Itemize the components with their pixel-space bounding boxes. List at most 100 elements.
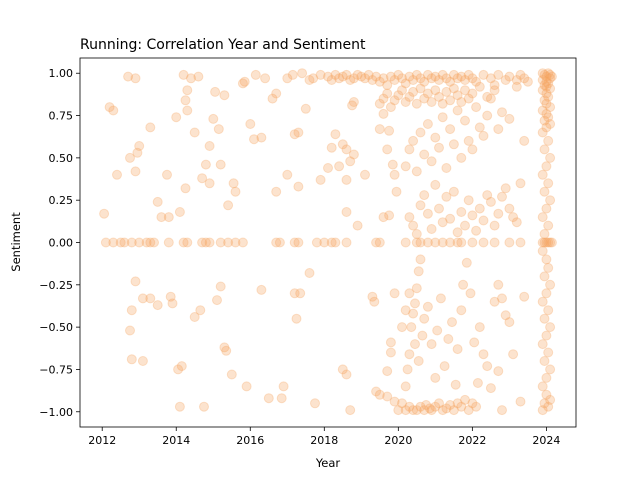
- data-point-126: [393, 405, 404, 416]
- data-point-43: [204, 141, 215, 151]
- y-tick-label: 0.25: [49, 194, 74, 207]
- data-point-236: [437, 112, 448, 123]
- data-point-412: [539, 186, 550, 197]
- data-point-129: [402, 364, 413, 375]
- data-point-159: [400, 305, 411, 316]
- data-point-343: [149, 237, 159, 248]
- data-point-378: [515, 237, 526, 248]
- data-point-388: [543, 347, 554, 358]
- y-tick-label: 1.00: [49, 67, 74, 80]
- data-point-422: [539, 115, 550, 126]
- data-point-122: [389, 288, 400, 299]
- data-point-151: [448, 405, 459, 416]
- data-point-249: [485, 93, 496, 104]
- data-point-220: [497, 191, 507, 202]
- data-point-410: [541, 203, 552, 214]
- data-point-40: [199, 401, 209, 412]
- data-point-41: [197, 173, 208, 184]
- data-point-88: [310, 398, 320, 409]
- data-point-189: [504, 317, 515, 328]
- data-point-97: [348, 149, 359, 160]
- data-point-253: [504, 113, 515, 124]
- data-point-268: [404, 71, 415, 82]
- data-point-409: [537, 212, 548, 223]
- data-point-208: [452, 227, 463, 238]
- data-point-238: [445, 124, 456, 135]
- x-tick-label: 2014: [162, 434, 190, 447]
- data-point-44: [204, 178, 215, 189]
- data-point-79: [293, 181, 304, 192]
- data-point-19: [152, 196, 163, 207]
- data-point-275: [430, 71, 441, 82]
- data-point-325: [445, 95, 456, 106]
- data-point-292: [330, 69, 341, 80]
- data-point-277: [437, 69, 448, 80]
- data-point-130: [404, 349, 415, 360]
- data-point-141: [415, 401, 426, 412]
- data-point-272: [419, 76, 430, 87]
- data-point-58: [241, 381, 252, 392]
- y-axis-label: Sentiment: [9, 212, 23, 272]
- data-point-418: [543, 135, 554, 146]
- data-point-411: [545, 195, 556, 206]
- data-point-227: [404, 144, 415, 155]
- data-point-438: [545, 73, 556, 84]
- data-point-429: [543, 91, 554, 102]
- data-point-142: [419, 405, 430, 416]
- data-point-31: [180, 95, 191, 106]
- data-point-47: [213, 124, 224, 135]
- data-point-244: [467, 144, 478, 155]
- data-point-197: [411, 229, 422, 239]
- data-point-20: [156, 212, 167, 223]
- data-point-45: [208, 113, 219, 124]
- data-point-312: [397, 85, 407, 96]
- data-point-87: [315, 69, 326, 80]
- data-point-169: [435, 293, 446, 304]
- data-point-340: [134, 237, 145, 248]
- data-point-386: [545, 364, 556, 375]
- data-point-36: [189, 127, 200, 138]
- data-point-12: [126, 305, 137, 316]
- data-point-290: [500, 75, 511, 85]
- data-point-266: [397, 73, 407, 84]
- data-point-344: [163, 237, 174, 248]
- data-point-284: [463, 69, 474, 80]
- data-point-11: [137, 293, 148, 304]
- data-point-294: [337, 71, 348, 82]
- data-point-60: [239, 76, 250, 87]
- data-point-226: [400, 161, 411, 172]
- data-point-113: [374, 124, 385, 135]
- data-point-112: [385, 337, 396, 348]
- data-point-133: [410, 298, 420, 309]
- data-point-431: [537, 85, 548, 96]
- data-point-416: [545, 152, 556, 163]
- data-point-9: [130, 166, 141, 177]
- data-point-124: [382, 366, 393, 377]
- data-point-69: [263, 393, 274, 404]
- data-point-303: [371, 71, 382, 82]
- data-point-77: [300, 103, 311, 114]
- data-point-351: [223, 237, 234, 248]
- data-point-7: [132, 147, 143, 158]
- data-point-311: [393, 90, 404, 101]
- data-point-198: [415, 200, 426, 211]
- data-point-50: [212, 295, 222, 306]
- data-point-128: [400, 381, 411, 392]
- data-point-442: [545, 69, 556, 80]
- data-point-372: [452, 237, 463, 248]
- data-point-339: [126, 237, 137, 248]
- data-point-395: [541, 288, 552, 299]
- data-point-374: [467, 237, 478, 248]
- data-point-24: [174, 207, 185, 217]
- data-point-84: [304, 268, 315, 278]
- x-tick-label: 2024: [532, 434, 560, 447]
- data-point-93: [334, 161, 345, 172]
- data-point-260: [374, 76, 385, 87]
- data-point-435: [543, 78, 554, 89]
- data-point-315: [408, 86, 419, 97]
- data-point-387: [539, 356, 550, 366]
- data-point-355: [274, 237, 285, 248]
- data-point-127: [397, 398, 407, 409]
- x-tick-label: 2018: [310, 434, 338, 447]
- data-point-297: [348, 73, 359, 84]
